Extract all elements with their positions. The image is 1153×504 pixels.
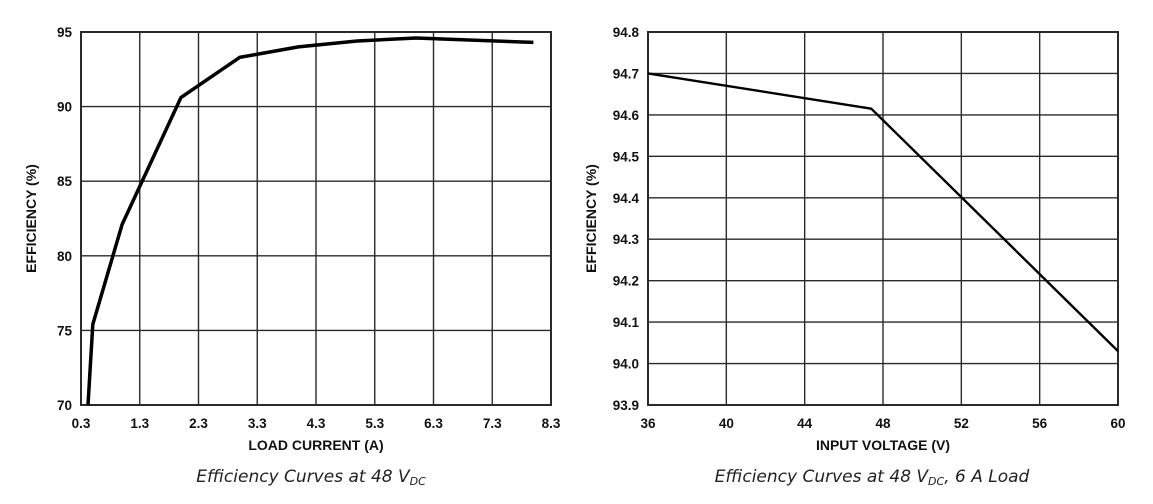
y-axis-label: EFFICIENCY (%) xyxy=(583,164,599,273)
caption-subscript: DC xyxy=(410,475,426,488)
y-tick-label: 94.7 xyxy=(613,66,639,81)
x-tick-label: 8.3 xyxy=(542,416,561,431)
y-tick-label: 94.5 xyxy=(613,149,640,164)
y-tick-label: 94.1 xyxy=(613,315,640,330)
caption-subscript: DC xyxy=(928,475,944,488)
plot-frame xyxy=(647,31,1119,406)
y-tick-label: 85 xyxy=(57,174,73,189)
grid xyxy=(80,31,552,406)
chart-caption: Efficiency Curves at 48 VDC, 6 A Load xyxy=(715,467,1030,488)
caption-tail: , 6 A Load xyxy=(944,467,1029,487)
y-tick-label: 70 xyxy=(57,398,72,413)
y-tick-label: 94.8 xyxy=(613,25,640,40)
x-tick-label: 52 xyxy=(954,416,969,431)
plot-frame xyxy=(80,31,552,406)
y-tick-label: 93.9 xyxy=(613,398,639,413)
x-tick-label: 36 xyxy=(640,416,656,431)
x-tick-label: 5.3 xyxy=(365,416,384,431)
x-tick-label: 6.3 xyxy=(424,416,443,431)
grid xyxy=(647,31,1119,406)
caption-main: Efficiency Curves at 48 V xyxy=(196,467,411,487)
y-tick-label: 94.3 xyxy=(613,232,640,247)
x-tick-label: 0.3 xyxy=(72,416,91,431)
x-tick-label: 1.3 xyxy=(130,416,149,431)
y-tick-label: 94.2 xyxy=(613,274,639,289)
x-tick-label: 44 xyxy=(797,416,813,431)
y-axis-label: EFFICIENCY (%) xyxy=(23,164,39,273)
y-tick-label: 94.4 xyxy=(613,191,640,206)
x-axis-label: LOAD CURRENT (A) xyxy=(248,437,383,453)
y-tick-label: 75 xyxy=(57,323,73,338)
chart-1: 0.3 1.3 2.3 3.3 4.3 5.3 6.3 7.3 8.3 70 75 80 85 90 95 L… xyxy=(23,25,561,488)
y-tick-label: 80 xyxy=(57,249,72,264)
x-tick-label: 40 xyxy=(719,416,734,431)
x-tick-label: 60 xyxy=(1110,416,1125,431)
x-tick-label: 2.3 xyxy=(189,416,208,431)
caption-main: Efficiency Curves at 48 V xyxy=(715,467,930,487)
chart-2: 36 40 44 48 52 56 60 93.9 94.0 94.1 94.2 94.3 94.4 94… xyxy=(583,25,1126,488)
y-tick-label: 94.0 xyxy=(613,357,639,372)
series-line xyxy=(647,72,1119,352)
x-tick-label: 56 xyxy=(1032,416,1048,431)
x-tick-label: 48 xyxy=(875,416,891,431)
x-tick-label: 4.3 xyxy=(307,416,326,431)
series-line xyxy=(86,36,534,406)
x-tick-label: 3.3 xyxy=(248,416,267,431)
y-tick-label: 95 xyxy=(57,25,73,40)
chart-caption: Efficiency Curves at 48 VDC xyxy=(196,467,426,488)
x-axis-label: INPUT VOLTAGE (V) xyxy=(816,437,950,453)
y-tick-label: 90 xyxy=(57,100,72,115)
y-tick-label: 94.6 xyxy=(613,108,640,123)
x-tick-label: 7.3 xyxy=(483,416,502,431)
